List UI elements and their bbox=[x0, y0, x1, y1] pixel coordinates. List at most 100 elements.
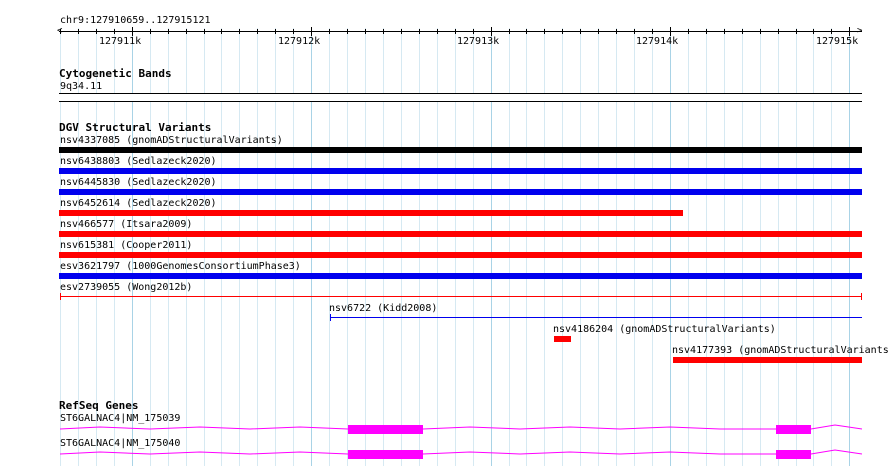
ruler-tick bbox=[831, 29, 832, 34]
feature-end-cap bbox=[861, 293, 862, 300]
grid-line bbox=[849, 28, 850, 466]
intron-line bbox=[422, 451, 776, 455]
ruler-tick bbox=[275, 29, 276, 34]
grid-line bbox=[401, 28, 402, 466]
ruler-tick bbox=[473, 29, 474, 34]
grid-line bbox=[598, 28, 599, 466]
transcript-nm-175039[interactable] bbox=[59, 424, 863, 434]
ruler-tick bbox=[706, 29, 707, 34]
feature-end-cap bbox=[330, 314, 331, 321]
ruler-tick bbox=[634, 29, 635, 34]
refseq-track-title[interactable]: RefSeq Genes bbox=[59, 399, 139, 412]
dgv-feature-label: nsv6722 (Kidd2008) bbox=[329, 303, 438, 314]
ruler-tick bbox=[419, 29, 420, 34]
ruler-tick bbox=[311, 27, 312, 36]
ruler-tick bbox=[813, 29, 814, 34]
ruler-tick bbox=[670, 27, 671, 36]
ruler-tick bbox=[221, 29, 222, 34]
ruler-left-arrow: < bbox=[57, 26, 62, 37]
grid-line bbox=[778, 28, 779, 466]
dgv-feature-bar[interactable] bbox=[59, 168, 862, 174]
ruler-tick bbox=[796, 29, 797, 34]
grid-line bbox=[186, 28, 187, 466]
grid-line bbox=[724, 28, 725, 466]
ruler-tick bbox=[509, 29, 510, 34]
dgv-feature-bar[interactable] bbox=[673, 357, 862, 363]
ruler-tick bbox=[598, 29, 599, 34]
dgv-feature-bar[interactable] bbox=[59, 210, 683, 216]
ruler-tick bbox=[437, 29, 438, 34]
dgv-feature-bar[interactable] bbox=[59, 252, 862, 258]
ruler-tick-label: 127911k bbox=[99, 36, 142, 47]
cytoband-bar[interactable] bbox=[59, 93, 862, 102]
grid-line bbox=[526, 28, 527, 466]
grid-line bbox=[347, 28, 348, 466]
ruler-tick bbox=[455, 29, 456, 34]
ruler-tick bbox=[544, 29, 545, 34]
exon bbox=[348, 450, 423, 459]
dgv-feature-bar[interactable] bbox=[330, 317, 862, 318]
ruler-tick bbox=[724, 29, 725, 34]
grid-line bbox=[239, 28, 240, 466]
dgv-feature-label: nsv466577 (Itsara2009) bbox=[60, 219, 193, 230]
intron-line bbox=[810, 424, 863, 430]
grid-line bbox=[491, 28, 492, 466]
ruler-tick bbox=[204, 29, 205, 34]
grid-line bbox=[96, 28, 97, 466]
grid-line bbox=[634, 28, 635, 466]
dgv-feature-bar[interactable] bbox=[59, 147, 862, 153]
dgv-feature-bar[interactable] bbox=[59, 273, 862, 279]
ruler-tick bbox=[329, 29, 330, 34]
cytogenetic-bands-title[interactable]: Cytogenetic Bands bbox=[59, 67, 172, 80]
grid-line bbox=[473, 28, 474, 466]
dgv-feature-label: nsv6438803 (Sedlazeck2020) bbox=[60, 156, 217, 167]
ruler-tick bbox=[688, 29, 689, 34]
grid-line bbox=[455, 28, 456, 466]
dgv-feature-label: nsv4177393 (gnomADStructuralVariants bbox=[672, 345, 889, 356]
intron-line bbox=[59, 451, 349, 455]
grid-line bbox=[419, 28, 420, 466]
dgv-feature-label: esv3621797 (1000GenomesConsortiumPhase3) bbox=[60, 261, 301, 272]
grid-line bbox=[760, 28, 761, 466]
ruler-tick bbox=[491, 27, 492, 36]
grid-line bbox=[796, 28, 797, 466]
ruler-tick bbox=[257, 29, 258, 34]
transcript-label: ST6GALNAC4|NM_175039 bbox=[60, 413, 181, 424]
ruler-tick bbox=[383, 29, 384, 34]
exon bbox=[776, 425, 811, 434]
dgv-feature-bar[interactable] bbox=[59, 231, 862, 237]
grid-line bbox=[437, 28, 438, 466]
ruler-tick bbox=[652, 29, 653, 34]
grid-line bbox=[150, 28, 151, 466]
ruler-tick bbox=[760, 29, 761, 34]
dgv-feature-bar[interactable] bbox=[59, 189, 862, 195]
intron-line bbox=[59, 426, 349, 430]
ruler-tick bbox=[186, 29, 187, 34]
ruler-right-arrow: > bbox=[857, 26, 863, 36]
ruler-tick bbox=[401, 29, 402, 34]
feature-end-cap bbox=[60, 293, 61, 300]
grid-line bbox=[509, 28, 510, 466]
dgv-feature-bar[interactable] bbox=[554, 336, 571, 342]
grid-line bbox=[831, 28, 832, 466]
grid-line bbox=[652, 28, 653, 466]
ruler-tick bbox=[168, 29, 169, 34]
dgv-feature-bar[interactable] bbox=[60, 296, 862, 297]
grid-line bbox=[275, 28, 276, 466]
grid-line bbox=[670, 28, 671, 466]
ruler-tick-label: 127914k bbox=[636, 36, 679, 47]
intron-line bbox=[810, 449, 863, 455]
grid-line bbox=[383, 28, 384, 466]
transcript-nm-175040[interactable] bbox=[59, 449, 863, 459]
ruler-tick bbox=[742, 29, 743, 34]
exon bbox=[348, 425, 423, 434]
dgv-feature-label: nsv6445830 (Sedlazeck2020) bbox=[60, 177, 217, 188]
ruler-tick bbox=[239, 29, 240, 34]
transcript-label: ST6GALNAC4|NM_175040 bbox=[60, 438, 181, 449]
dgv-track-title[interactable]: DGV Structural Variants bbox=[59, 121, 212, 134]
ruler-tick bbox=[78, 29, 79, 34]
ruler-tick bbox=[114, 29, 115, 34]
ruler-tick bbox=[562, 29, 563, 34]
grid-line bbox=[168, 28, 169, 466]
